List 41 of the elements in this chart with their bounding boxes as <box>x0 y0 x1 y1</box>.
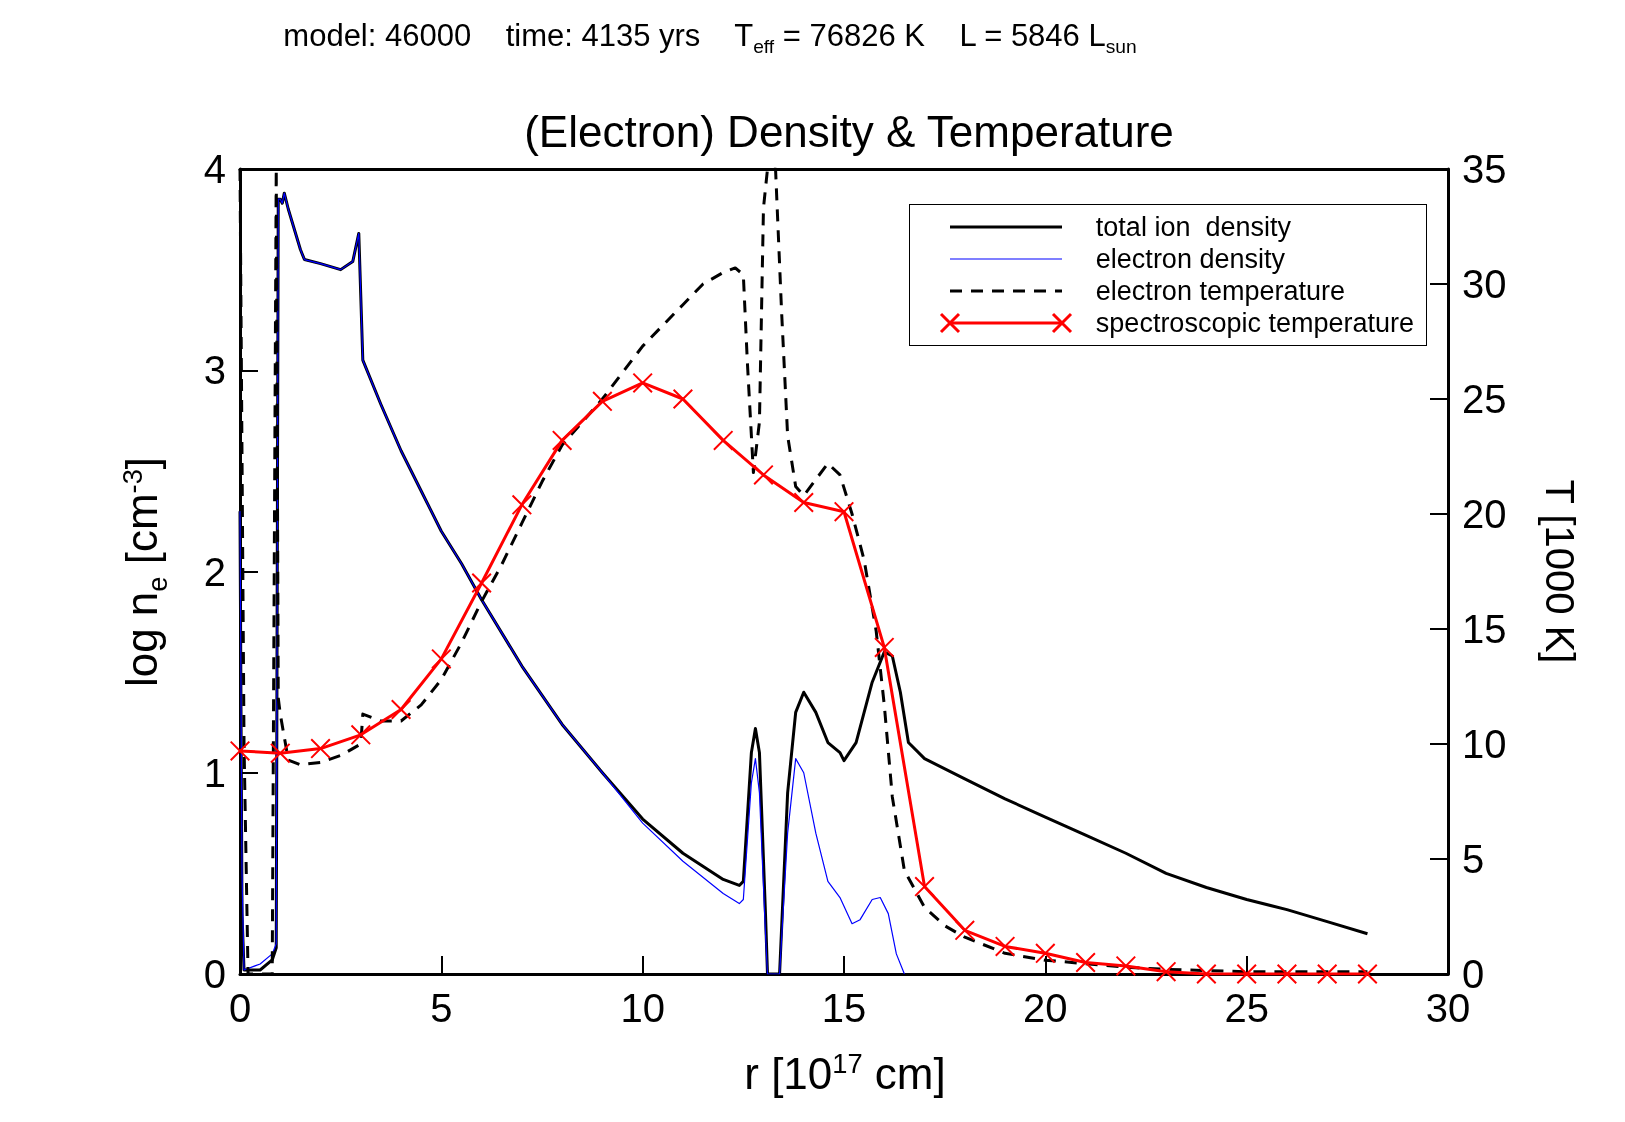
x-tick-label: 10 <box>620 986 665 1030</box>
point <box>310 738 331 759</box>
y2-tick-label: 20 <box>1462 492 1507 536</box>
point <box>834 501 854 522</box>
legend-label: total ion density <box>1095 211 1291 243</box>
y2-tick-label: 35 <box>1462 147 1507 191</box>
line-series <box>239 192 905 975</box>
point <box>511 494 532 515</box>
y-tick-label: 0 <box>203 952 226 996</box>
point <box>1317 964 1338 984</box>
point <box>230 740 250 761</box>
point <box>592 391 613 412</box>
y-tick-label: 2 <box>203 549 226 594</box>
x-axis-title: r [10$^{17}$ cm] <box>744 1048 946 1098</box>
x-tick-label: 15 <box>821 986 867 1030</box>
y2-tick-label: 30 <box>1462 262 1507 306</box>
y2-axis-title: T [1000 K] <box>1538 479 1582 664</box>
y-tick-label: 1 <box>203 750 226 795</box>
x-tick-label: 5 <box>430 986 453 1030</box>
chart-title: (Electron) Density & Temperature <box>524 106 1174 156</box>
y2-tick-label: 10 <box>1462 722 1507 766</box>
legend-label: electron temperature <box>1095 275 1345 307</box>
point <box>793 492 814 513</box>
point <box>914 876 935 897</box>
y2-tick-label: 5 <box>1462 837 1485 881</box>
point <box>1236 964 1257 984</box>
x-tick-label: 20 <box>1023 986 1068 1030</box>
point <box>1115 955 1136 976</box>
point <box>1075 952 1096 973</box>
point <box>672 389 693 409</box>
y2-tick-label: 15 <box>1462 607 1507 651</box>
chart-subtitle: model: 46000 time: 4135 yrs T$_{eff}$ = 76826 K L = 5846 L$_{sun}$ <box>282 18 1138 58</box>
x-tick-label: 25 <box>1224 986 1269 1030</box>
point <box>874 637 895 658</box>
legend-label: spectroscopic temperature <box>1095 307 1414 339</box>
legend-label: electron density <box>1095 243 1285 275</box>
y-tick-label: 4 <box>203 147 226 191</box>
point <box>1276 964 1297 984</box>
y-tick-label: 3 <box>203 348 226 393</box>
y2-tick-label: 25 <box>1462 377 1507 421</box>
point <box>1035 943 1056 964</box>
